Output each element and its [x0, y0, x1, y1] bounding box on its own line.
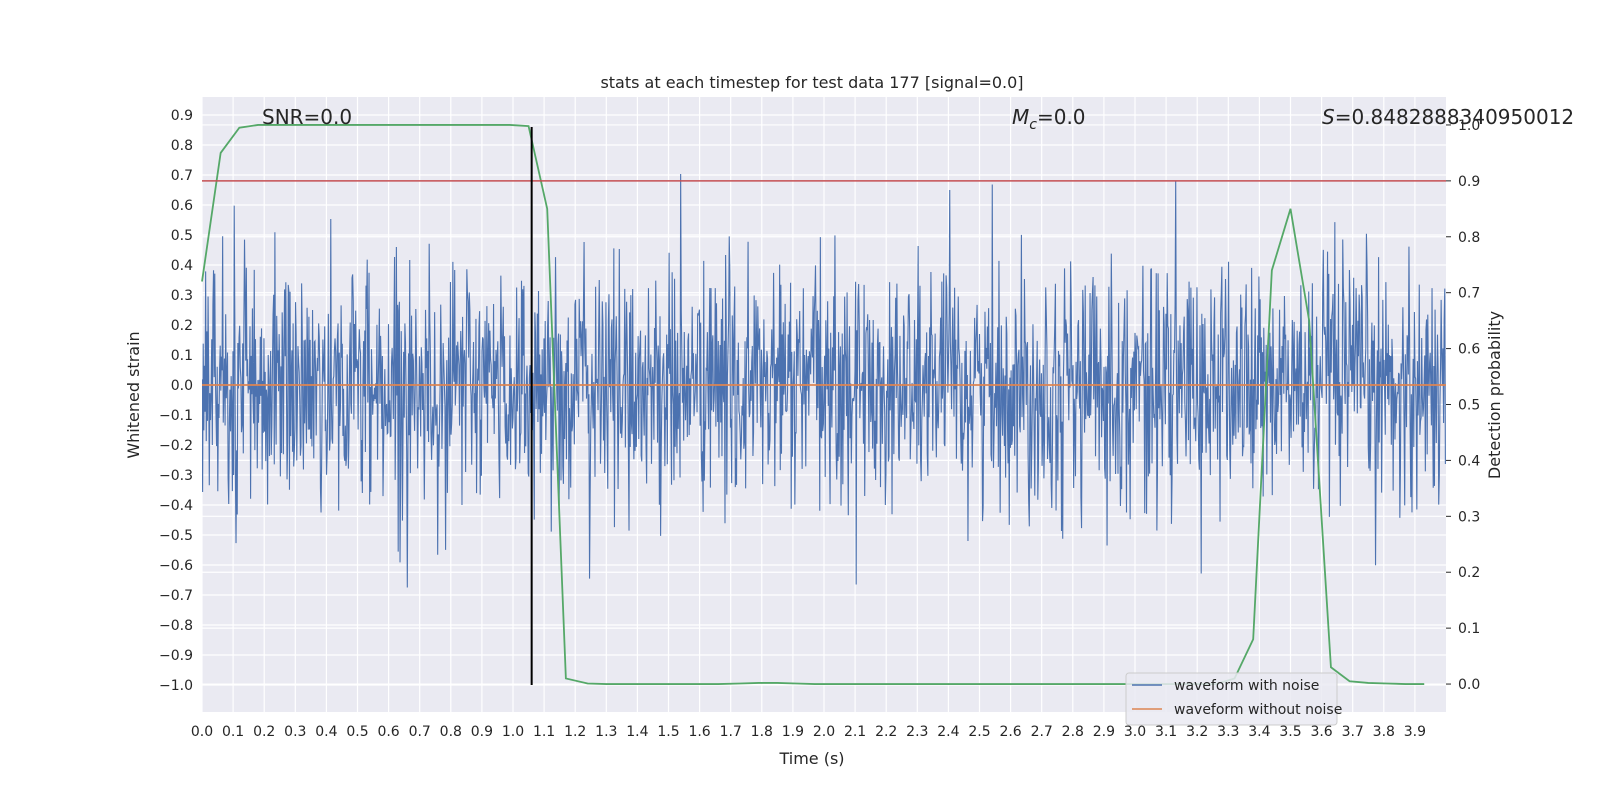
chirp-mass-value: =0.0	[1037, 105, 1086, 129]
y2-tick-label-1: 0.9	[1458, 174, 1480, 190]
y-tick-label-10: −0.1	[159, 408, 193, 424]
x-tick-label-15: 1.5	[657, 724, 679, 740]
x-axis-label: Time (s)	[778, 749, 844, 768]
x-tick-label-4: 0.4	[315, 724, 337, 740]
legend-box	[1125, 672, 1338, 726]
x-tick-label-30: 3.0	[1124, 724, 1146, 740]
x-tick-label-14: 1.4	[626, 724, 648, 740]
snr-annotation: SNR=0.0	[262, 105, 352, 129]
x-tick-label-21: 2.1	[844, 724, 866, 740]
x-tick-label-22: 2.2	[875, 724, 897, 740]
y-tick-label-13: −0.4	[159, 498, 193, 514]
x-tick-label-29: 2.9	[1093, 724, 1115, 740]
chirp-mass-annotation: Mc=0.0	[1012, 105, 1086, 133]
y2-tick-label-6: 0.4	[1458, 453, 1480, 469]
x-tick-label-27: 2.7	[1031, 724, 1053, 740]
x-tick-label-1: 0.1	[222, 724, 244, 740]
legend: waveform with noise waveform without noi…	[1125, 672, 1342, 726]
y-tick-label-14: −0.5	[159, 528, 193, 544]
chirp-mass-subscript: c	[1029, 117, 1037, 133]
score-value: =0.8482888340950012	[1335, 105, 1574, 129]
x-tick-label-2: 0.2	[253, 724, 275, 740]
x-tick-label-0: 0.0	[191, 724, 213, 740]
x-tick-label-38: 3.8	[1373, 724, 1395, 740]
y-tick-label-0: 0.9	[171, 108, 193, 124]
score-annotation: S=0.8482888340950012	[1322, 105, 1574, 129]
x-tick-label-5: 0.5	[346, 724, 368, 740]
x-tick-label-17: 1.7	[720, 724, 742, 740]
x-tick-label-10: 1.0	[502, 724, 524, 740]
y-tick-label-8: 0.1	[171, 348, 193, 364]
score-symbol: S	[1322, 105, 1335, 129]
y-tick-label-12: −0.3	[159, 468, 193, 484]
x-tick-label-9: 0.9	[471, 724, 493, 740]
x-tick-label-11: 1.1	[533, 724, 555, 740]
x-tick-label-16: 1.6	[688, 724, 710, 740]
y2-axis-ticks: 1.0 0.9 0.8 0.7 0.6 0.5 0.4 0.3 0.2 0.1 0.0	[1446, 118, 1480, 693]
x-tick-label-6: 0.6	[377, 724, 399, 740]
series-waveform-with-noise	[202, 174, 1446, 588]
y2-tick-label-3: 0.7	[1458, 286, 1480, 302]
y2-axis-label: Detection probability	[1485, 311, 1504, 479]
legend-label-noise: waveform with noise	[1174, 678, 1319, 694]
x-tick-label-25: 2.5	[968, 724, 990, 740]
x-tick-label-35: 3.5	[1279, 724, 1301, 740]
legend-label-clean: waveform without noise	[1174, 702, 1342, 718]
y-tick-label-2: 0.7	[171, 168, 193, 184]
x-tick-label-19: 1.9	[782, 724, 804, 740]
x-tick-label-28: 2.8	[1062, 724, 1084, 740]
x-tick-label-23: 2.3	[906, 724, 928, 740]
chart-title: stats at each timestep for test data 177…	[600, 73, 1023, 92]
y2-tick-label-2: 0.8	[1458, 230, 1480, 246]
y2-tick-label-4: 0.6	[1458, 342, 1480, 358]
y2-tick-label-10: 0.0	[1458, 677, 1480, 693]
x-tick-label-37: 3.7	[1342, 724, 1364, 740]
x-tick-label-12: 1.2	[564, 724, 586, 740]
y-tick-label-18: −0.9	[159, 648, 193, 664]
y-tick-label-9: 0.0	[171, 378, 193, 394]
x-tick-label-33: 3.3	[1217, 724, 1239, 740]
y-tick-label-11: −0.2	[159, 438, 193, 454]
x-tick-label-3: 0.3	[284, 724, 306, 740]
x-tick-label-26: 2.6	[999, 724, 1021, 740]
x-tick-label-24: 2.4	[937, 724, 959, 740]
y2-tick-label-0: 1.0	[1458, 118, 1480, 134]
y-axis-ticks: 0.9 0.8 0.7 0.6 0.5 0.4 0.3 0.2 0.1 0.0 −0.1 −0.2 −0…	[159, 108, 193, 694]
y2-tick-label-8: 0.2	[1458, 565, 1480, 581]
y2-tick-label-5: 0.5	[1458, 398, 1480, 414]
x-tick-label-36: 3.6	[1310, 724, 1332, 740]
x-tick-label-18: 1.8	[751, 724, 773, 740]
y-tick-label-7: 0.2	[171, 318, 193, 334]
y-tick-label-3: 0.6	[171, 198, 193, 214]
y-tick-label-16: −0.7	[159, 588, 193, 604]
x-tick-label-13: 1.3	[595, 724, 617, 740]
y-tick-label-15: −0.6	[159, 558, 193, 574]
y-tick-label-4: 0.5	[171, 228, 193, 244]
x-tick-label-34: 3.4	[1248, 724, 1270, 740]
y-tick-label-17: −0.8	[159, 618, 193, 634]
y-tick-label-5: 0.4	[171, 258, 193, 274]
y-tick-label-6: 0.3	[171, 288, 193, 304]
y2-tick-label-7: 0.3	[1458, 509, 1480, 525]
x-tick-label-39: 3.9	[1404, 724, 1426, 740]
x-tick-label-20: 2.0	[813, 724, 835, 740]
y-tick-label-1: 0.8	[171, 138, 193, 154]
x-tick-label-7: 0.7	[409, 724, 431, 740]
x-tick-label-8: 0.8	[440, 724, 462, 740]
x-tick-label-31: 3.1	[1155, 724, 1177, 740]
y2-tick-label-9: 0.1	[1458, 621, 1480, 637]
x-tick-label-32: 3.2	[1186, 724, 1208, 740]
x-axis-ticks: 0.0 0.1 0.2 0.3 0.4 0.5 0.6 0.7 0.8 0.9 1.0 1.1 1.2 1…	[191, 724, 1426, 740]
y-axis-label: Whitened strain	[124, 331, 143, 458]
y-tick-label-19: −1.0	[159, 678, 193, 694]
chirp-mass-symbol: M	[1012, 105, 1029, 129]
